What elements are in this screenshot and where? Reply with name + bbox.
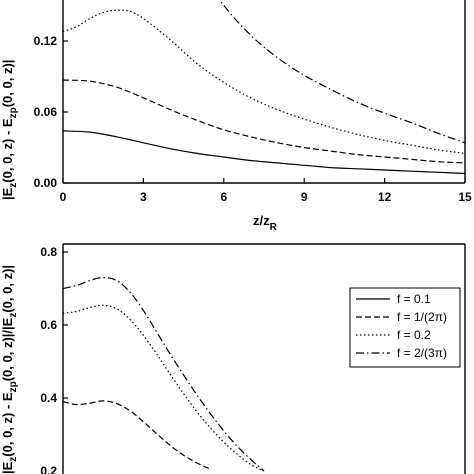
bottom-y-axis-label-part: (0, 0, z) - E (0, 392, 15, 457)
top-y-axis-label-part: zp (8, 107, 19, 118)
top-y-axis-label-part: (0, 0, z)| (0, 60, 15, 108)
bottom-y-tick-label: 0.4 (40, 391, 57, 405)
bottom-y-axis-label-part: zp (8, 381, 19, 392)
bottom-y-axis-label: |Ez(0, 0, z) - Ezp(0, 0, z)|/|Ez(0, 0, z… (0, 265, 19, 474)
legend-label: f = 2/(3π) (397, 346, 447, 360)
top-x-tick-label: 9 (301, 190, 308, 204)
bottom-series-line-dashdot (63, 276, 265, 472)
legend-label: f = 0.2 (397, 328, 431, 342)
top-x-axis-label: z/zR (253, 213, 278, 233)
top-series-line-dashed (63, 79, 465, 164)
top-x-tick-label: 6 (220, 190, 227, 204)
legend-label: f = 1/(2π) (397, 310, 447, 324)
top-series-line-solid (63, 130, 465, 175)
legend-label: f = 0.1 (397, 292, 431, 306)
bottom-series-line-dashed (63, 400, 211, 470)
top-x-tick-label: 3 (140, 190, 147, 204)
top-y-tick-label: 0.06 (34, 105, 58, 119)
top-y-axis-label-part: (0, 0, z) - E (0, 118, 15, 183)
top-x-axis-label-main: z/z (253, 213, 270, 228)
top-y-axis-label-part: |E (0, 187, 15, 200)
top-x-tick-label: 15 (458, 190, 472, 204)
top-series-line-dashdot (218, 0, 465, 144)
top-series-line-dotted (63, 9, 465, 154)
top-y-axis-label-part: z (8, 183, 19, 188)
bottom-y-tick-label: 0.8 (40, 245, 57, 259)
bottom-y-axis-label-part: (0, 0, z)| (0, 265, 15, 313)
top-x-tick-label: 12 (378, 190, 392, 204)
bottom-y-axis-label-part: (0, 0, z)|/|E (0, 317, 15, 381)
bottom-chart: 0.40.60.80.2 |Ez(0, 0, z) - Ezp(0, 0, z)… (0, 243, 466, 474)
top-y-axis-label: |Ez(0, 0, z) - Ezp(0, 0, z)| (0, 60, 19, 200)
top-y-tick-label: 0.00 (34, 176, 58, 190)
bottom-y-axis-label-part: z (8, 457, 19, 462)
bottom-series-line-dotted (63, 304, 265, 472)
bottom-y-tick-label: 0.6 (40, 318, 57, 332)
top-x-tick-label: 0 (60, 190, 67, 204)
top-x-axis-label-subscript: R (270, 222, 278, 233)
bottom-y-tick-label-partial: 0.2 (40, 464, 57, 474)
top-y-tick-label: 0.12 (34, 34, 58, 48)
bottom-y-axis-label-part: |E (0, 461, 15, 474)
top-chart: 0 3 6 9 12 15 0.00 0.06 0.12 z/zR |Ez(0, 0, z) -… (0, 0, 472, 233)
bottom-y-axis-label-part: z (8, 313, 19, 318)
legend: f = 0.1 f = 1/(2π) f = 0.2 f = 2/(3π) (349, 287, 461, 368)
legend-box (349, 287, 461, 368)
